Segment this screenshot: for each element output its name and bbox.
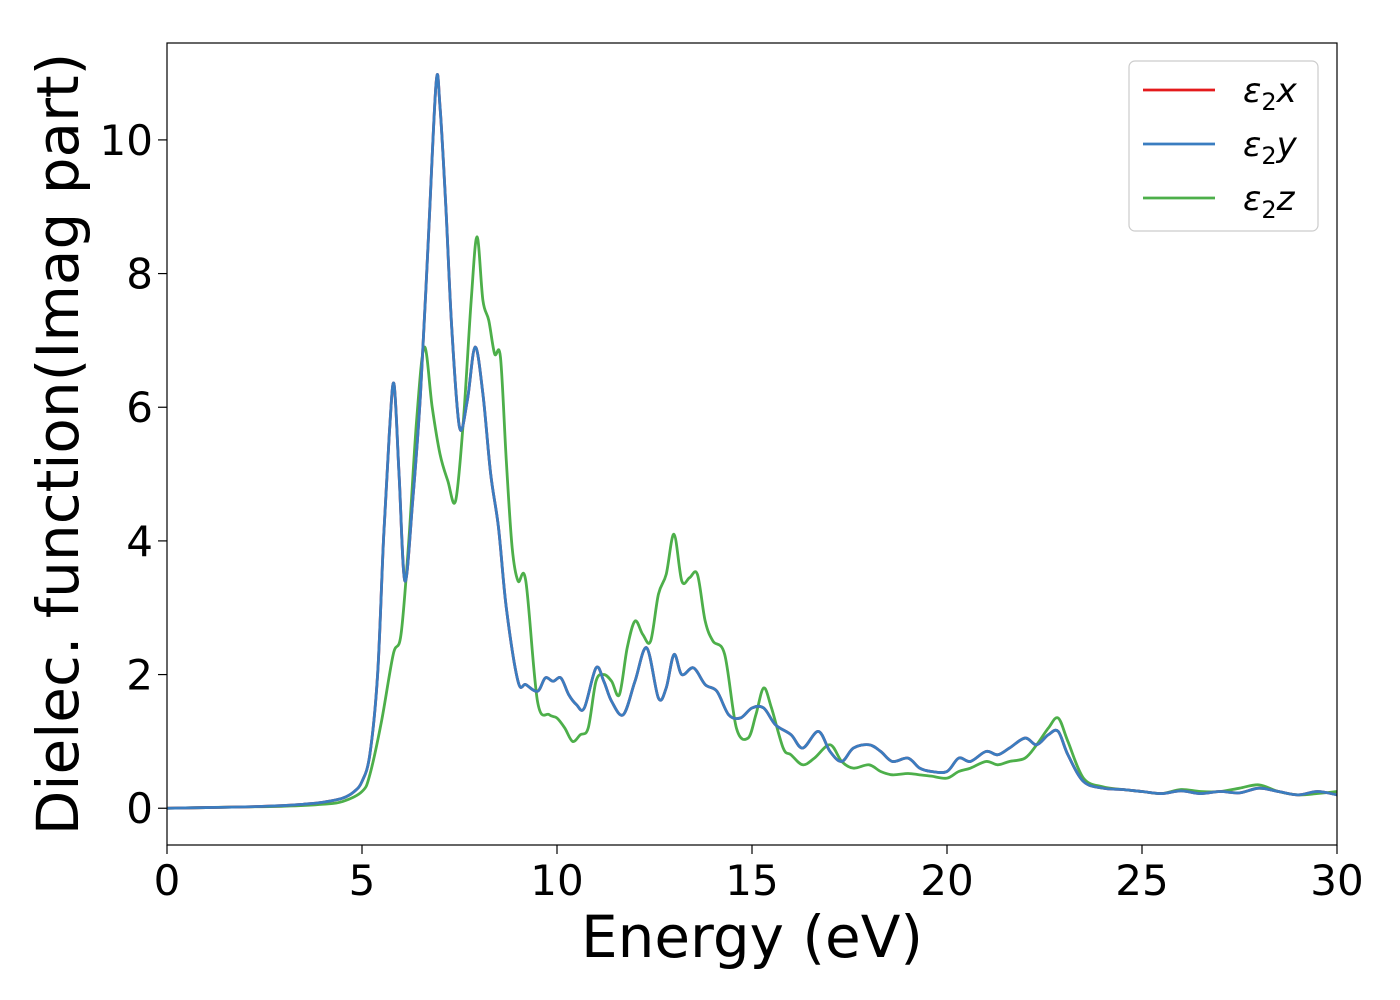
legend-box (1128, 60, 1319, 232)
x-tick-label: 20 (920, 856, 973, 905)
x-axis-ticks: 0 5 10 15 20 25 30 (154, 845, 1364, 905)
x-tick-label: 0 (154, 856, 181, 905)
series-line-z (167, 235, 1337, 810)
legend-label-x: ε2x (1243, 71, 1298, 116)
series-line-y (167, 73, 1337, 810)
plot-frame (166, 42, 1338, 846)
y-tick-label: 8 (126, 250, 153, 299)
legend: ε2x ε2y ε2z (1128, 60, 1319, 232)
x-tick-label: 30 (1310, 856, 1363, 905)
x-tick-label: 15 (725, 856, 778, 905)
y-axis-label: Dielec. function(Imag part) (24, 53, 92, 836)
x-tick-label: 25 (1115, 856, 1168, 905)
y-tick-label: 4 (126, 517, 153, 566)
y-tick-label: 0 (126, 784, 153, 833)
x-tick-label: 5 (349, 856, 376, 905)
x-axis-label: Energy (eV) (581, 903, 923, 971)
legend-label-z: ε2z (1243, 179, 1296, 224)
plot-area (167, 73, 1337, 810)
y-axis-ticks: 0 2 4 6 8 10 (100, 116, 167, 833)
y-tick-label: 2 (126, 651, 153, 700)
legend-label-y: ε2y (1243, 125, 1298, 170)
x-tick-label: 10 (530, 856, 583, 905)
y-tick-label: 10 (100, 116, 153, 165)
y-tick-label: 6 (126, 383, 153, 432)
